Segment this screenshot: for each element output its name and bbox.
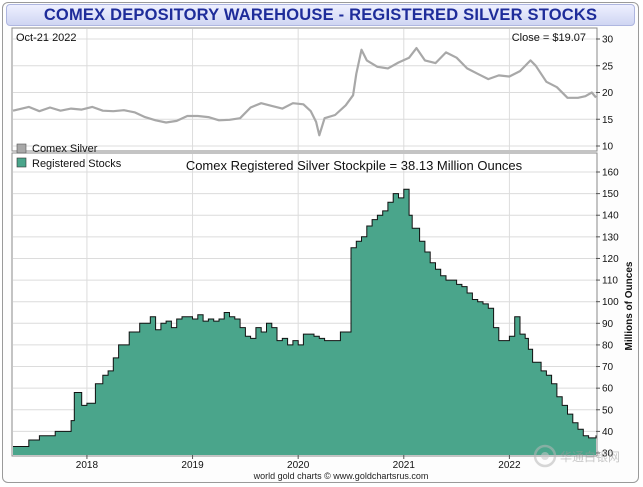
y-axis-label: Millions of Ounces <box>624 261 635 350</box>
watermark-logo: 华通白银网 <box>533 444 620 468</box>
stocks-tick-label: 30 <box>602 449 614 460</box>
x-tick-label: 2020 <box>287 460 310 471</box>
legend-label-silver: Comex Silver <box>32 143 98 155</box>
stocks-tick-label: 60 <box>602 384 614 395</box>
x-axis-ticks: 2018 2019 2020 2021 2022 <box>76 455 521 471</box>
legend-swatch-silver <box>16 143 27 154</box>
price-panel <box>11 27 598 152</box>
registered-stocks-area <box>13 189 596 456</box>
x-tick-label: 2022 <box>498 460 521 471</box>
close-label: Close = $19.07 <box>512 32 586 44</box>
stocks-tick-label: 100 <box>602 297 619 308</box>
price-tick-label: 20 <box>602 88 614 99</box>
stocks-tick-label: 140 <box>602 211 619 222</box>
watermark-text: 华通白银网 <box>560 449 620 464</box>
legend-label-stocks: Registered Stocks <box>32 158 122 170</box>
stocks-tick-label: 110 <box>602 276 618 287</box>
price-tick-label: 15 <box>602 115 614 126</box>
stocks-tick-label: 120 <box>602 254 619 265</box>
stocks-y-ticks: 30 40 50 60 70 80 90 100 110 120 130 140 150 160 <box>596 168 619 460</box>
stocks-tick-label: 160 <box>602 168 619 179</box>
price-y-ticks: 10 15 20 25 30 <box>596 35 614 153</box>
stocks-tick-label: 80 <box>602 340 614 351</box>
price-tick-label: 30 <box>602 35 614 46</box>
legend-swatch-stocks <box>16 157 27 168</box>
x-tick-label: 2018 <box>76 460 99 471</box>
registered-stocks-line <box>13 188 597 447</box>
price-grid <box>13 29 596 150</box>
stocks-tick-label: 130 <box>602 232 619 243</box>
price-tick-label: 10 <box>602 142 614 153</box>
x-tick-label: 2019 <box>181 460 204 471</box>
stocks-tick-label: 40 <box>602 427 614 438</box>
price-tick-label: 25 <box>602 61 614 72</box>
footer-credit: world gold charts © www.goldchartsrus.co… <box>253 471 429 481</box>
stocks-tick-label: 70 <box>602 362 614 373</box>
stocks-tick-label: 50 <box>602 405 614 416</box>
page-title: COMEX DEPOSITORY WAREHOUSE - REGISTERED … <box>6 4 635 26</box>
x-tick-label: 2021 <box>393 460 416 471</box>
stocks-tick-label: 150 <box>602 189 619 200</box>
chart-subtitle: Comex Registered Silver Stockpile = 38.1… <box>186 158 523 173</box>
comex-silver-line <box>12 47 597 137</box>
stocks-tick-label: 90 <box>602 319 614 330</box>
date-label: Oct-21 2022 <box>16 32 77 44</box>
